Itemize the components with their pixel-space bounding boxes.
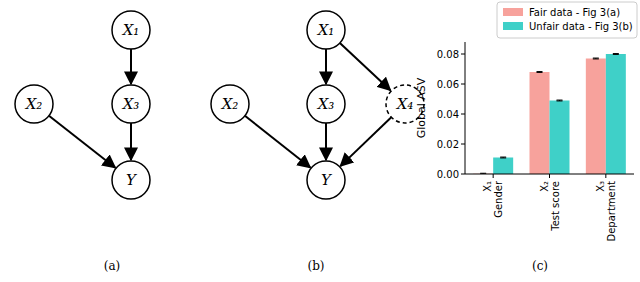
edge — [130, 123, 132, 160]
node — [307, 85, 345, 123]
edge — [340, 43, 391, 90]
y-tick — [461, 84, 465, 85]
error-cap — [537, 72, 543, 73]
error-bar — [613, 53, 619, 55]
edge — [245, 116, 310, 168]
node — [112, 85, 150, 123]
x-tick-label: X₁Gender — [482, 180, 504, 218]
x-tick-label-line: Department — [606, 181, 617, 242]
edge — [130, 49, 132, 84]
caption: (c) — [532, 259, 548, 273]
error-cap — [613, 53, 619, 54]
error-cap — [500, 157, 506, 158]
caption: (a) — [104, 259, 121, 273]
node-label: X₄ — [396, 95, 414, 113]
causal-graph: X₁ X₂ X₃ X₄ Y — [211, 11, 424, 199]
x-tick-label-line: Gender — [493, 180, 504, 218]
error-cap — [593, 58, 599, 59]
y-tick — [461, 114, 465, 115]
marks — [473, 54, 626, 174]
error-bar — [537, 71, 543, 73]
x-tick — [605, 174, 606, 178]
error-cap — [593, 58, 599, 59]
figure: X₁X₂X₃YX₁X₂X₃X₄Y(a)(b)(c)0.000.020.040.0… — [0, 0, 640, 282]
legend-swatch — [503, 8, 523, 16]
node — [211, 85, 249, 123]
x-tick — [493, 174, 494, 178]
y-tick-label: 0.00 — [437, 169, 459, 180]
node-label: X₂ — [25, 95, 43, 113]
y-tick-label: 0.06 — [437, 79, 459, 90]
node-label: X₁ — [122, 21, 140, 39]
x-tick — [549, 174, 550, 178]
node-label: X₃ — [317, 95, 335, 113]
error-cap — [557, 100, 563, 101]
x-tick-label-line: X₂ — [539, 181, 550, 192]
node — [112, 161, 150, 199]
edge — [325, 123, 327, 160]
error-cap — [613, 54, 619, 55]
y-tick-label: 0.04 — [437, 109, 459, 120]
bar — [586, 59, 606, 175]
x-tick-label-line: X₃ — [595, 181, 606, 192]
y-tick — [461, 174, 465, 175]
causal-graph: X₁ X₂ X₃ Y — [15, 11, 150, 199]
error-bar — [557, 100, 563, 102]
y-tick-label: 0.02 — [437, 139, 459, 150]
x-tick-label: X₃Department — [595, 181, 617, 242]
y-tick — [461, 54, 465, 55]
y-tick-label: 0.08 — [437, 49, 459, 60]
bar — [530, 72, 550, 174]
edge — [49, 116, 115, 168]
bar — [606, 54, 626, 174]
node — [112, 11, 150, 49]
error-cap — [537, 71, 543, 72]
edge — [340, 117, 391, 166]
y-axis-line — [465, 42, 466, 174]
legend-box — [497, 2, 637, 38]
bar — [550, 101, 570, 175]
legend: Fair data - Fig 3(a) Unfair data - Fig 3(… — [497, 2, 637, 38]
node — [307, 11, 345, 49]
node — [15, 85, 53, 123]
node-label: Y — [126, 171, 138, 189]
legend-label: Fair data - Fig 3(a) — [529, 7, 620, 18]
edge — [325, 49, 327, 84]
x-tick-label-line: Test score — [550, 181, 561, 232]
node-label: X₂ — [221, 95, 239, 113]
y-tick — [461, 144, 465, 145]
y-axis-label: Global ASV — [415, 77, 428, 138]
caption: (b) — [307, 259, 324, 273]
error-cap — [557, 100, 563, 101]
node-label: X₁ — [317, 21, 335, 39]
x-tick-label-line: X₁ — [482, 181, 493, 192]
bar — [493, 158, 513, 175]
x-tick-label: X₂Test score — [539, 181, 561, 232]
node — [307, 161, 345, 199]
node-label: X₃ — [122, 95, 140, 113]
error-bar — [500, 157, 506, 159]
error-bar — [593, 58, 599, 60]
node-label: Y — [321, 171, 333, 189]
legend-swatch — [503, 22, 523, 30]
error-cap — [500, 157, 506, 158]
chart: 0.00 0.02 0.04 0.06 0.08 Global ASV X₁Gender X₂… — [415, 2, 637, 242]
legend-label: Unfair data - Fig 3(b) — [529, 21, 633, 32]
